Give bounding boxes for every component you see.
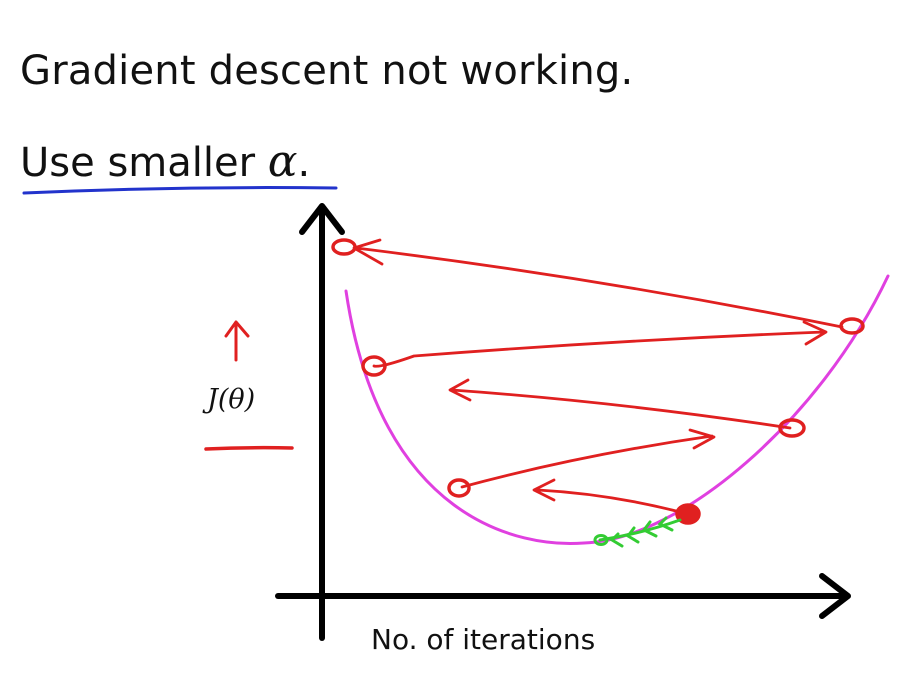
- alpha-symbol: α: [267, 136, 298, 187]
- step-arrow: [352, 238, 844, 329]
- minimum-step-mark: [609, 532, 624, 548]
- descent-steps: [352, 238, 844, 514]
- step-arrow: [448, 378, 792, 430]
- cost-curve: [344, 274, 890, 545]
- y-axis-label: J(θ): [207, 384, 256, 415]
- y-dash: [204, 445, 294, 451]
- slide-subtitle: Use smaller α.: [20, 136, 310, 187]
- y-axis-arrowhead: [299, 203, 345, 235]
- step-arrow: [460, 428, 716, 489]
- minimum-point: [593, 534, 609, 546]
- iterate-point: [839, 317, 865, 335]
- minimum-step-mark: [657, 516, 674, 532]
- iterate-point: [778, 418, 806, 438]
- subtitle-period: .: [297, 140, 311, 186]
- x-axis-arrowhead: [819, 573, 851, 619]
- minimum-path: [593, 516, 682, 548]
- step-arrow: [532, 478, 682, 514]
- step-arrow: [372, 320, 828, 368]
- subtitle-underline: [22, 186, 338, 195]
- iterate-point: [447, 478, 471, 498]
- iterate-point: [331, 238, 357, 256]
- iterate-points: [331, 238, 865, 525]
- x-axis-label: No. of iterations: [371, 623, 596, 656]
- subtitle-text: Use smaller: [20, 140, 268, 186]
- minimum-step-mark: [625, 526, 640, 544]
- minimum-step-mark: [641, 520, 658, 538]
- iterate-point: [675, 503, 701, 525]
- iterate-point: [361, 355, 387, 377]
- slide-title: Gradient descent not working.: [20, 48, 634, 94]
- y-up-arrow: [224, 320, 250, 362]
